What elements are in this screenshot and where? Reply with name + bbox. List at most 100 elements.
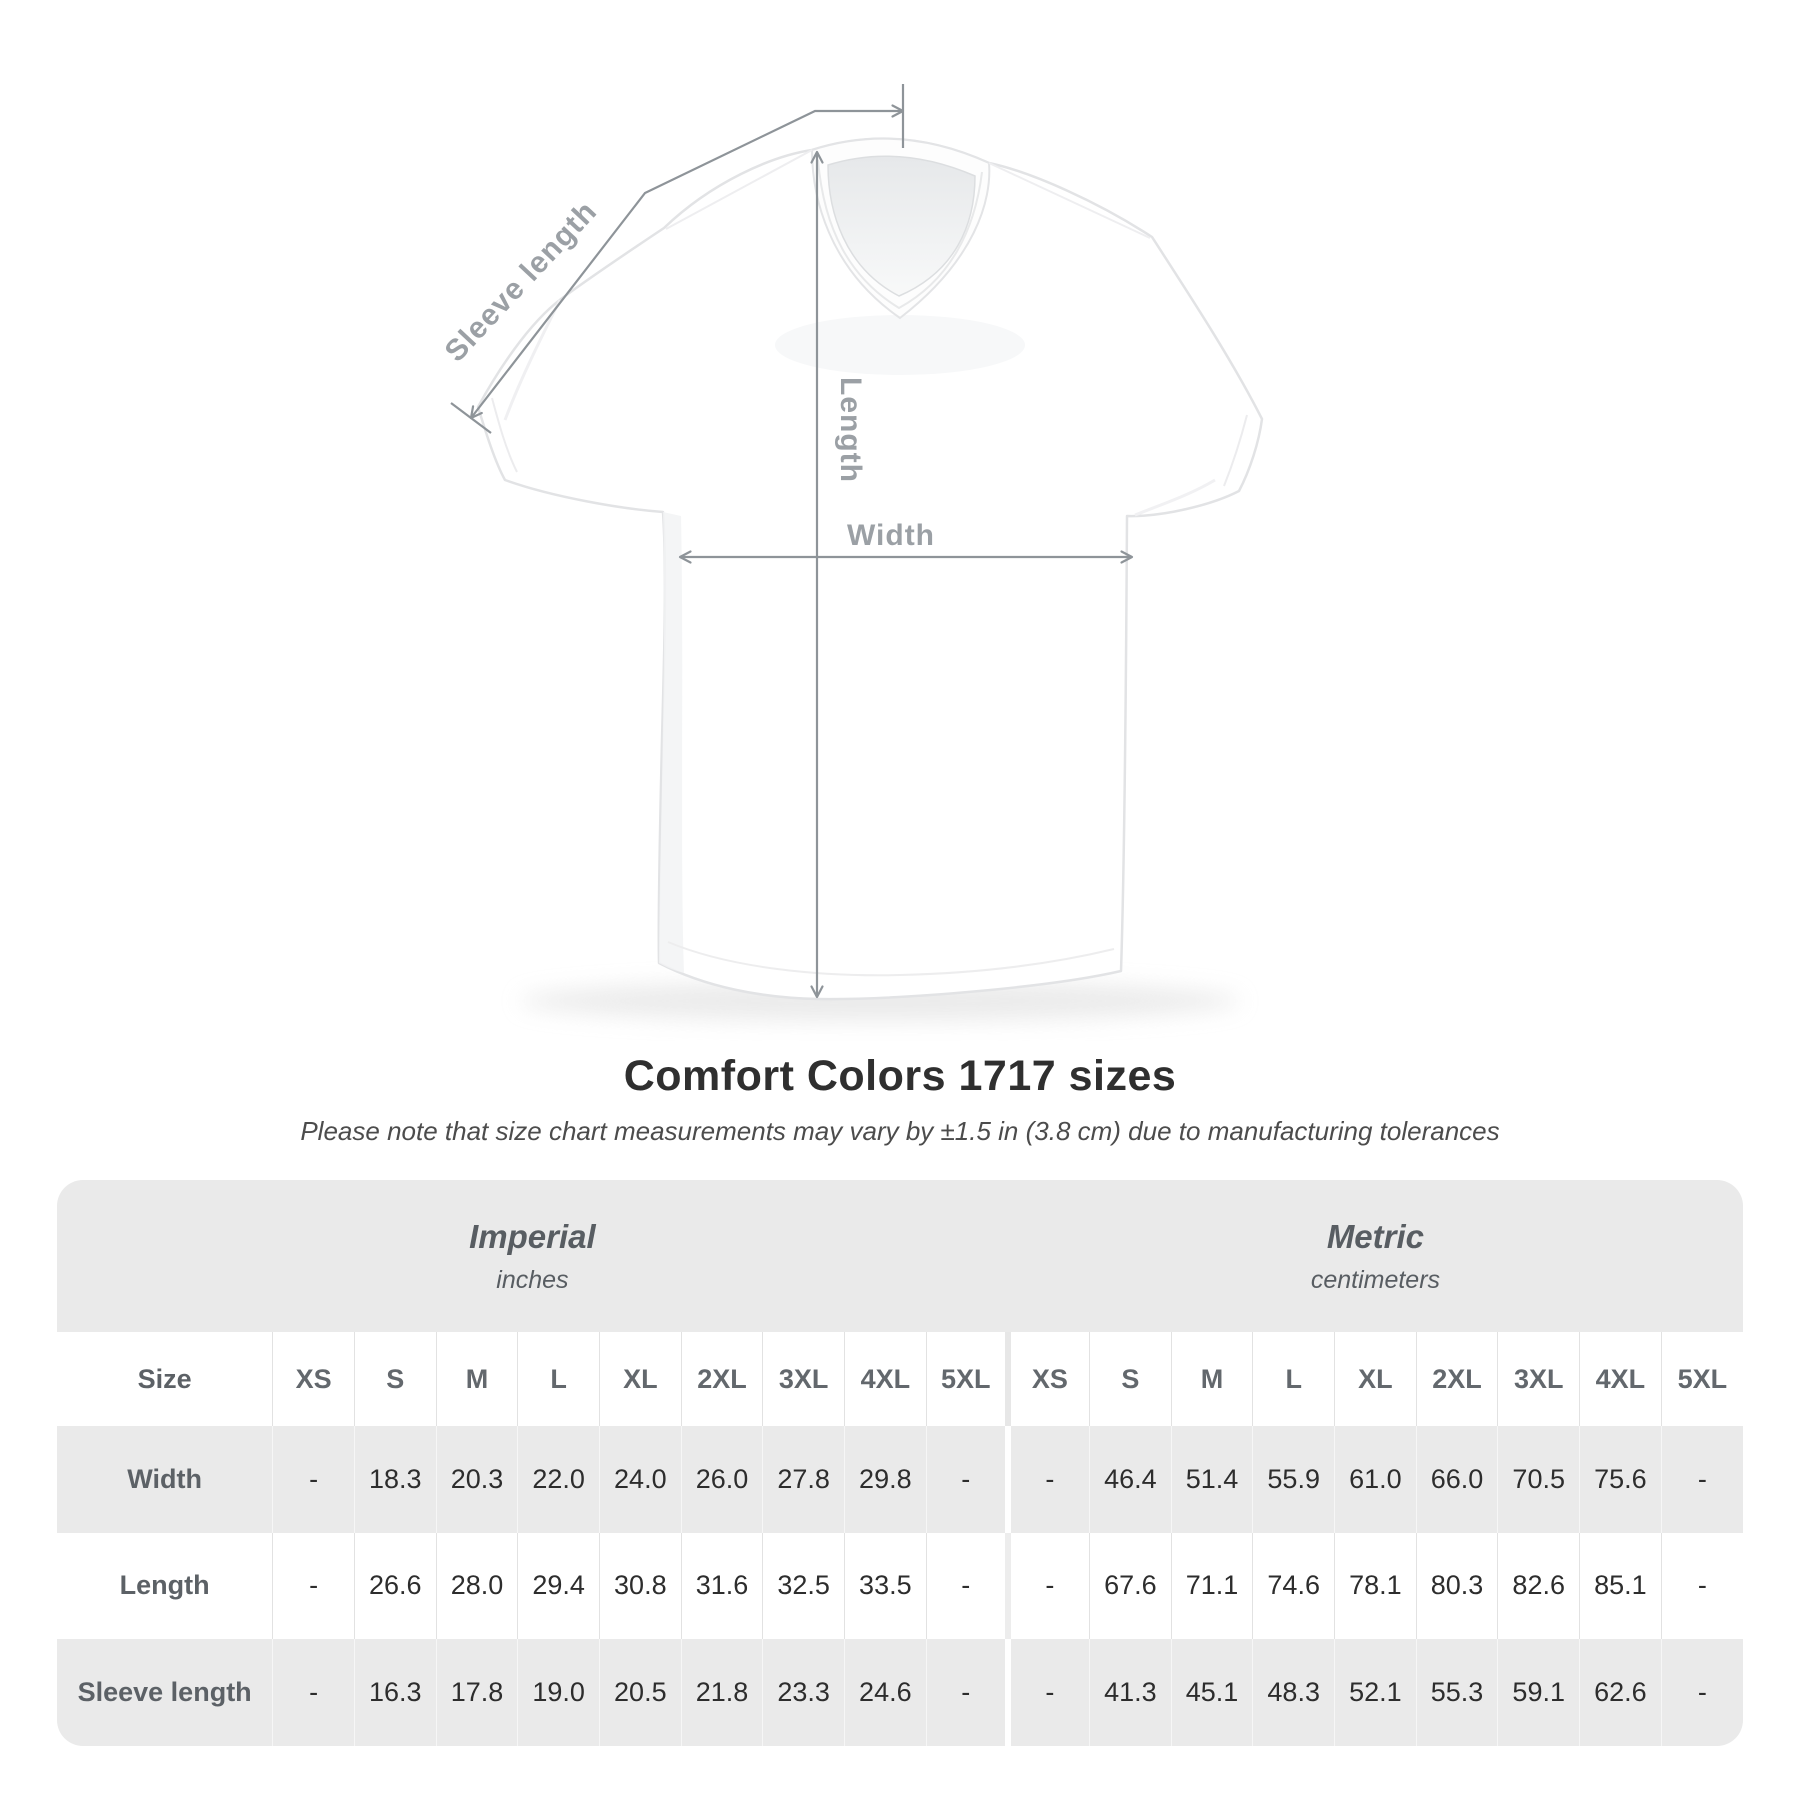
cell-metric-xs: - <box>1004 1426 1090 1533</box>
size-col-header-metric-2xl: 2XL <box>1415 1332 1498 1426</box>
size-col-header-metric-s: S <box>1089 1332 1172 1426</box>
cell-imperial-2xl: 26.0 <box>680 1426 763 1533</box>
cell-imperial-4xl: 33.5 <box>844 1532 927 1640</box>
cell-metric-5xl: - <box>1660 1426 1743 1533</box>
size-col-header-imperial-l: L <box>517 1332 600 1426</box>
cell-metric-4xl: 62.6 <box>1579 1639 1662 1746</box>
cell-metric-l: 48.3 <box>1252 1639 1335 1746</box>
cell-imperial-m: 20.3 <box>435 1426 518 1533</box>
cell-metric-l: 55.9 <box>1252 1426 1335 1533</box>
metric-header-name: Metric <box>1326 1217 1425 1255</box>
size-col-header-metric-m: M <box>1170 1332 1253 1426</box>
size-col-header-metric-l: L <box>1252 1332 1335 1426</box>
size-table: Imperial inches Metric centimeters Size … <box>57 1180 1743 1746</box>
size-col-header-imperial-2xl: 2XL <box>680 1332 763 1426</box>
size-col-header-metric-xl: XL <box>1334 1332 1417 1426</box>
row-label: Width <box>127 1463 203 1494</box>
row-label: Sleeve length <box>77 1677 252 1708</box>
table-row-length: Length -26.6 28.0 29.4 30.8 31.6 32.5 33.5- -67.… <box>57 1532 1743 1640</box>
measurement-annotations <box>450 84 1134 999</box>
cell-metric-5xl: - <box>1660 1639 1743 1746</box>
tolerance-note: Please note that size chart measurements… <box>300 1116 1500 1146</box>
size-column-title: Size <box>137 1363 192 1394</box>
unit-header-row: Imperial inches Metric centimeters <box>57 1180 1743 1332</box>
cell-imperial-5xl: - <box>925 1426 1008 1533</box>
cell-imperial-s: 18.3 <box>353 1426 437 1533</box>
shirt-drop-shadow <box>520 981 1240 1021</box>
cell-imperial-xs: - <box>272 1532 355 1640</box>
chest-shading <box>775 315 1025 375</box>
size-col-header-metric-5xl: 5XL <box>1660 1332 1743 1426</box>
cell-metric-s: 46.4 <box>1089 1426 1172 1533</box>
size-col-header-imperial-xs: XS <box>272 1332 355 1426</box>
table-row-sleeve-length: Sleeve length -16.3 17.8 19.0 20.5 21.8 23.3 24… <box>57 1639 1743 1746</box>
cell-metric-2xl: 66.0 <box>1415 1426 1498 1533</box>
cell-metric-xs: - <box>1004 1639 1090 1746</box>
sleeve-length-end-tick <box>450 402 492 434</box>
size-col-header-imperial-s: S <box>353 1332 437 1426</box>
right-cuff-seam <box>1223 414 1248 487</box>
cell-imperial-xl: 30.8 <box>598 1532 682 1640</box>
cell-imperial-m: 17.8 <box>435 1639 518 1746</box>
cell-metric-3xl: 82.6 <box>1497 1532 1580 1640</box>
size-header-row: Size XS S M L XL 2XL 3XL 4XL 5XL XS S M L XL 2XL 3XL 4XL… <box>57 1332 1743 1426</box>
tshirt-illustration <box>476 137 1264 1001</box>
cell-metric-m: 51.4 <box>1170 1426 1253 1533</box>
size-col-header-imperial-5xl: 5XL <box>925 1332 1008 1426</box>
sleeve-length-line <box>469 104 905 420</box>
size-col-header-metric-3xl: 3XL <box>1497 1332 1580 1426</box>
page-title: Comfort Colors 1717 sizes <box>623 1052 1177 1100</box>
tshirt-measurement-diagram: Sleeve length Length Width <box>439 84 1264 1021</box>
cell-imperial-xl: 20.5 <box>598 1639 682 1746</box>
table-row-width: Width -18.3 20.3 22.0 24.0 26.0 27.8 29.8- -46.4… <box>57 1426 1743 1533</box>
cell-imperial-3xl: 32.5 <box>762 1532 845 1640</box>
table-body: Width -18.3 20.3 22.0 24.0 26.0 27.8 29.8- -46.4… <box>57 1426 1743 1746</box>
cell-imperial-3xl: 27.8 <box>762 1426 845 1533</box>
cell-imperial-xs: - <box>272 1426 355 1533</box>
size-col-header-imperial-3xl: 3XL <box>762 1332 845 1426</box>
cell-metric-xs: - <box>1004 1532 1090 1640</box>
cell-metric-xl: 78.1 <box>1334 1532 1417 1640</box>
cell-imperial-5xl: - <box>925 1532 1008 1640</box>
cell-metric-2xl: 80.3 <box>1415 1532 1498 1640</box>
cell-metric-4xl: 75.6 <box>1579 1426 1662 1533</box>
cell-imperial-xs: - <box>272 1639 355 1746</box>
cell-imperial-3xl: 23.3 <box>762 1639 845 1746</box>
size-col-header-metric-xs: XS <box>1004 1332 1090 1426</box>
cell-imperial-l: 29.4 <box>517 1532 600 1640</box>
row-label: Length <box>119 1570 210 1601</box>
cell-imperial-4xl: 29.8 <box>844 1426 927 1533</box>
cell-imperial-s: 16.3 <box>353 1639 437 1746</box>
cell-metric-xl: 61.0 <box>1334 1426 1417 1533</box>
hem-seam <box>667 941 1115 977</box>
cell-imperial-4xl: 24.6 <box>844 1639 927 1746</box>
imperial-header-name: Imperial <box>469 1217 596 1255</box>
cell-metric-s: 41.3 <box>1089 1639 1172 1746</box>
cell-metric-5xl: - <box>1660 1532 1743 1640</box>
cell-metric-xl: 52.1 <box>1334 1639 1417 1746</box>
cell-metric-4xl: 85.1 <box>1579 1532 1662 1640</box>
cell-imperial-s: 26.6 <box>353 1532 437 1640</box>
metric-header: Metric centimeters <box>1008 1180 1743 1332</box>
cell-metric-l: 74.6 <box>1252 1532 1335 1640</box>
right-underarm-crease <box>1134 478 1216 517</box>
imperial-header: Imperial inches <box>57 1180 1008 1332</box>
length-label: Length <box>834 377 867 483</box>
cell-imperial-l: 19.0 <box>517 1639 600 1746</box>
size-col-header-imperial-m: M <box>435 1332 518 1426</box>
size-col-header-metric-4xl: 4XL <box>1579 1332 1662 1426</box>
cell-metric-3xl: 59.1 <box>1497 1639 1580 1746</box>
size-col-header-imperial-4xl: 4XL <box>844 1332 927 1426</box>
metric-header-unit: centimeters <box>1310 1265 1441 1294</box>
size-col-header-imperial-xl: XL <box>598 1332 682 1426</box>
body-side-shading <box>659 512 684 973</box>
imperial-header-unit: inches <box>496 1265 569 1294</box>
cell-metric-3xl: 70.5 <box>1497 1426 1580 1533</box>
right-shoulder-seam <box>988 162 1151 239</box>
cell-imperial-2xl: 21.8 <box>680 1639 763 1746</box>
cell-imperial-5xl: - <box>925 1639 1008 1746</box>
cell-imperial-2xl: 31.6 <box>680 1532 763 1640</box>
cell-imperial-xl: 24.0 <box>598 1426 682 1533</box>
cell-imperial-m: 28.0 <box>435 1532 518 1640</box>
